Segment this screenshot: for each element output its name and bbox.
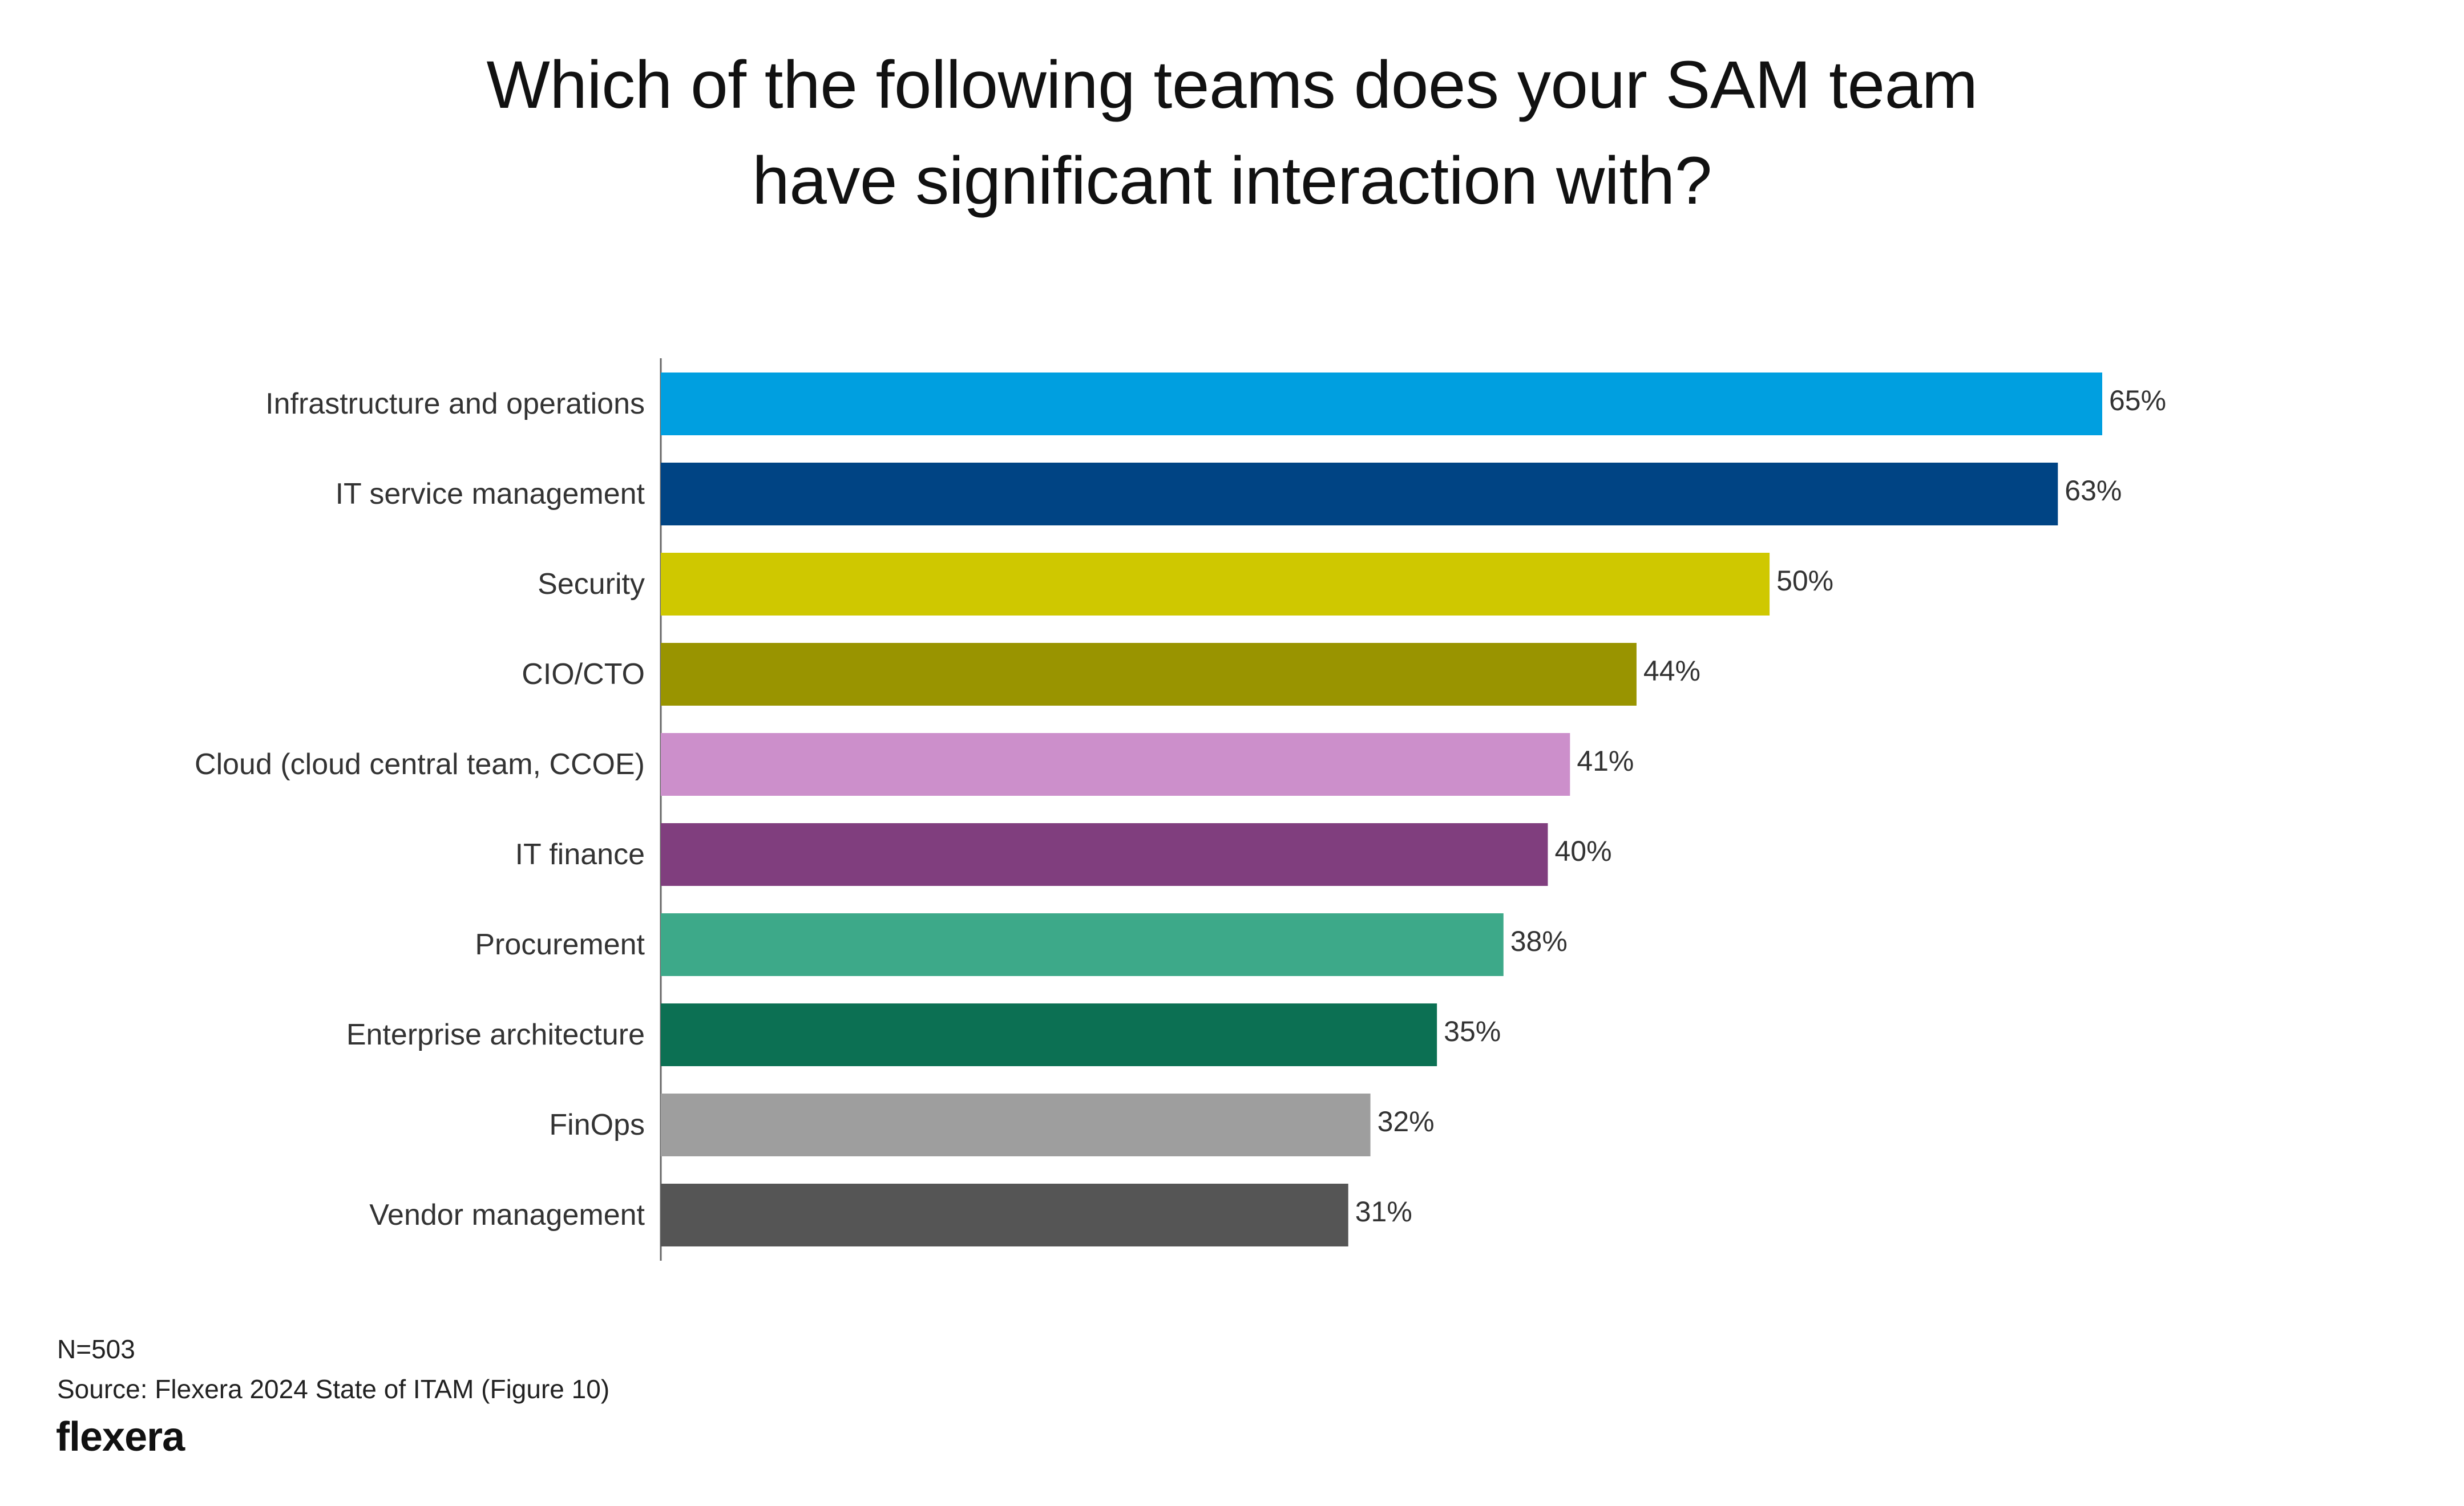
- category-label: CIO/CTO: [522, 658, 645, 691]
- value-label: 35%: [1444, 1015, 1501, 1047]
- value-label: 41%: [1577, 745, 1634, 777]
- category-label: Security: [538, 568, 645, 601]
- category-label: Cloud (cloud central team, CCOE): [195, 748, 645, 781]
- flexera-logo: flexera: [56, 1414, 185, 1460]
- value-label: 32%: [1378, 1106, 1435, 1137]
- value-label: 40%: [1554, 835, 1611, 867]
- bar: [661, 733, 1570, 796]
- category-label: FinOps: [549, 1108, 645, 1141]
- bar: [661, 823, 1548, 886]
- chart-title-line-2: have significant interaction with?: [752, 143, 1712, 218]
- value-label: 63%: [2065, 475, 2122, 507]
- category-label: IT finance: [515, 838, 645, 871]
- bar: [661, 463, 2058, 525]
- bar: [661, 1184, 1348, 1246]
- category-label: Procurement: [475, 928, 645, 961]
- value-label: 44%: [1643, 655, 1700, 687]
- chart-title-line-1: Which of the following teams does your S…: [486, 47, 1978, 123]
- bar: [661, 373, 2102, 435]
- value-label: 38%: [1510, 925, 1568, 957]
- bar: [661, 643, 1637, 706]
- value-label: 31%: [1355, 1196, 1412, 1228]
- value-label: 65%: [2109, 384, 2166, 416]
- category-label: Enterprise architecture: [346, 1018, 645, 1051]
- sample-size-note: N=503: [57, 1334, 135, 1364]
- bar: [661, 1003, 1437, 1066]
- category-label: Infrastructure and operations: [265, 387, 645, 420]
- value-label: 50%: [1776, 565, 1833, 597]
- bar: [661, 913, 1504, 976]
- bar: [661, 1094, 1371, 1156]
- bar: [661, 553, 1770, 616]
- category-label: IT service management: [336, 477, 645, 511]
- source-note: Source: Flexera 2024 State of ITAM (Figu…: [57, 1374, 610, 1404]
- category-label: Vendor management: [369, 1199, 645, 1232]
